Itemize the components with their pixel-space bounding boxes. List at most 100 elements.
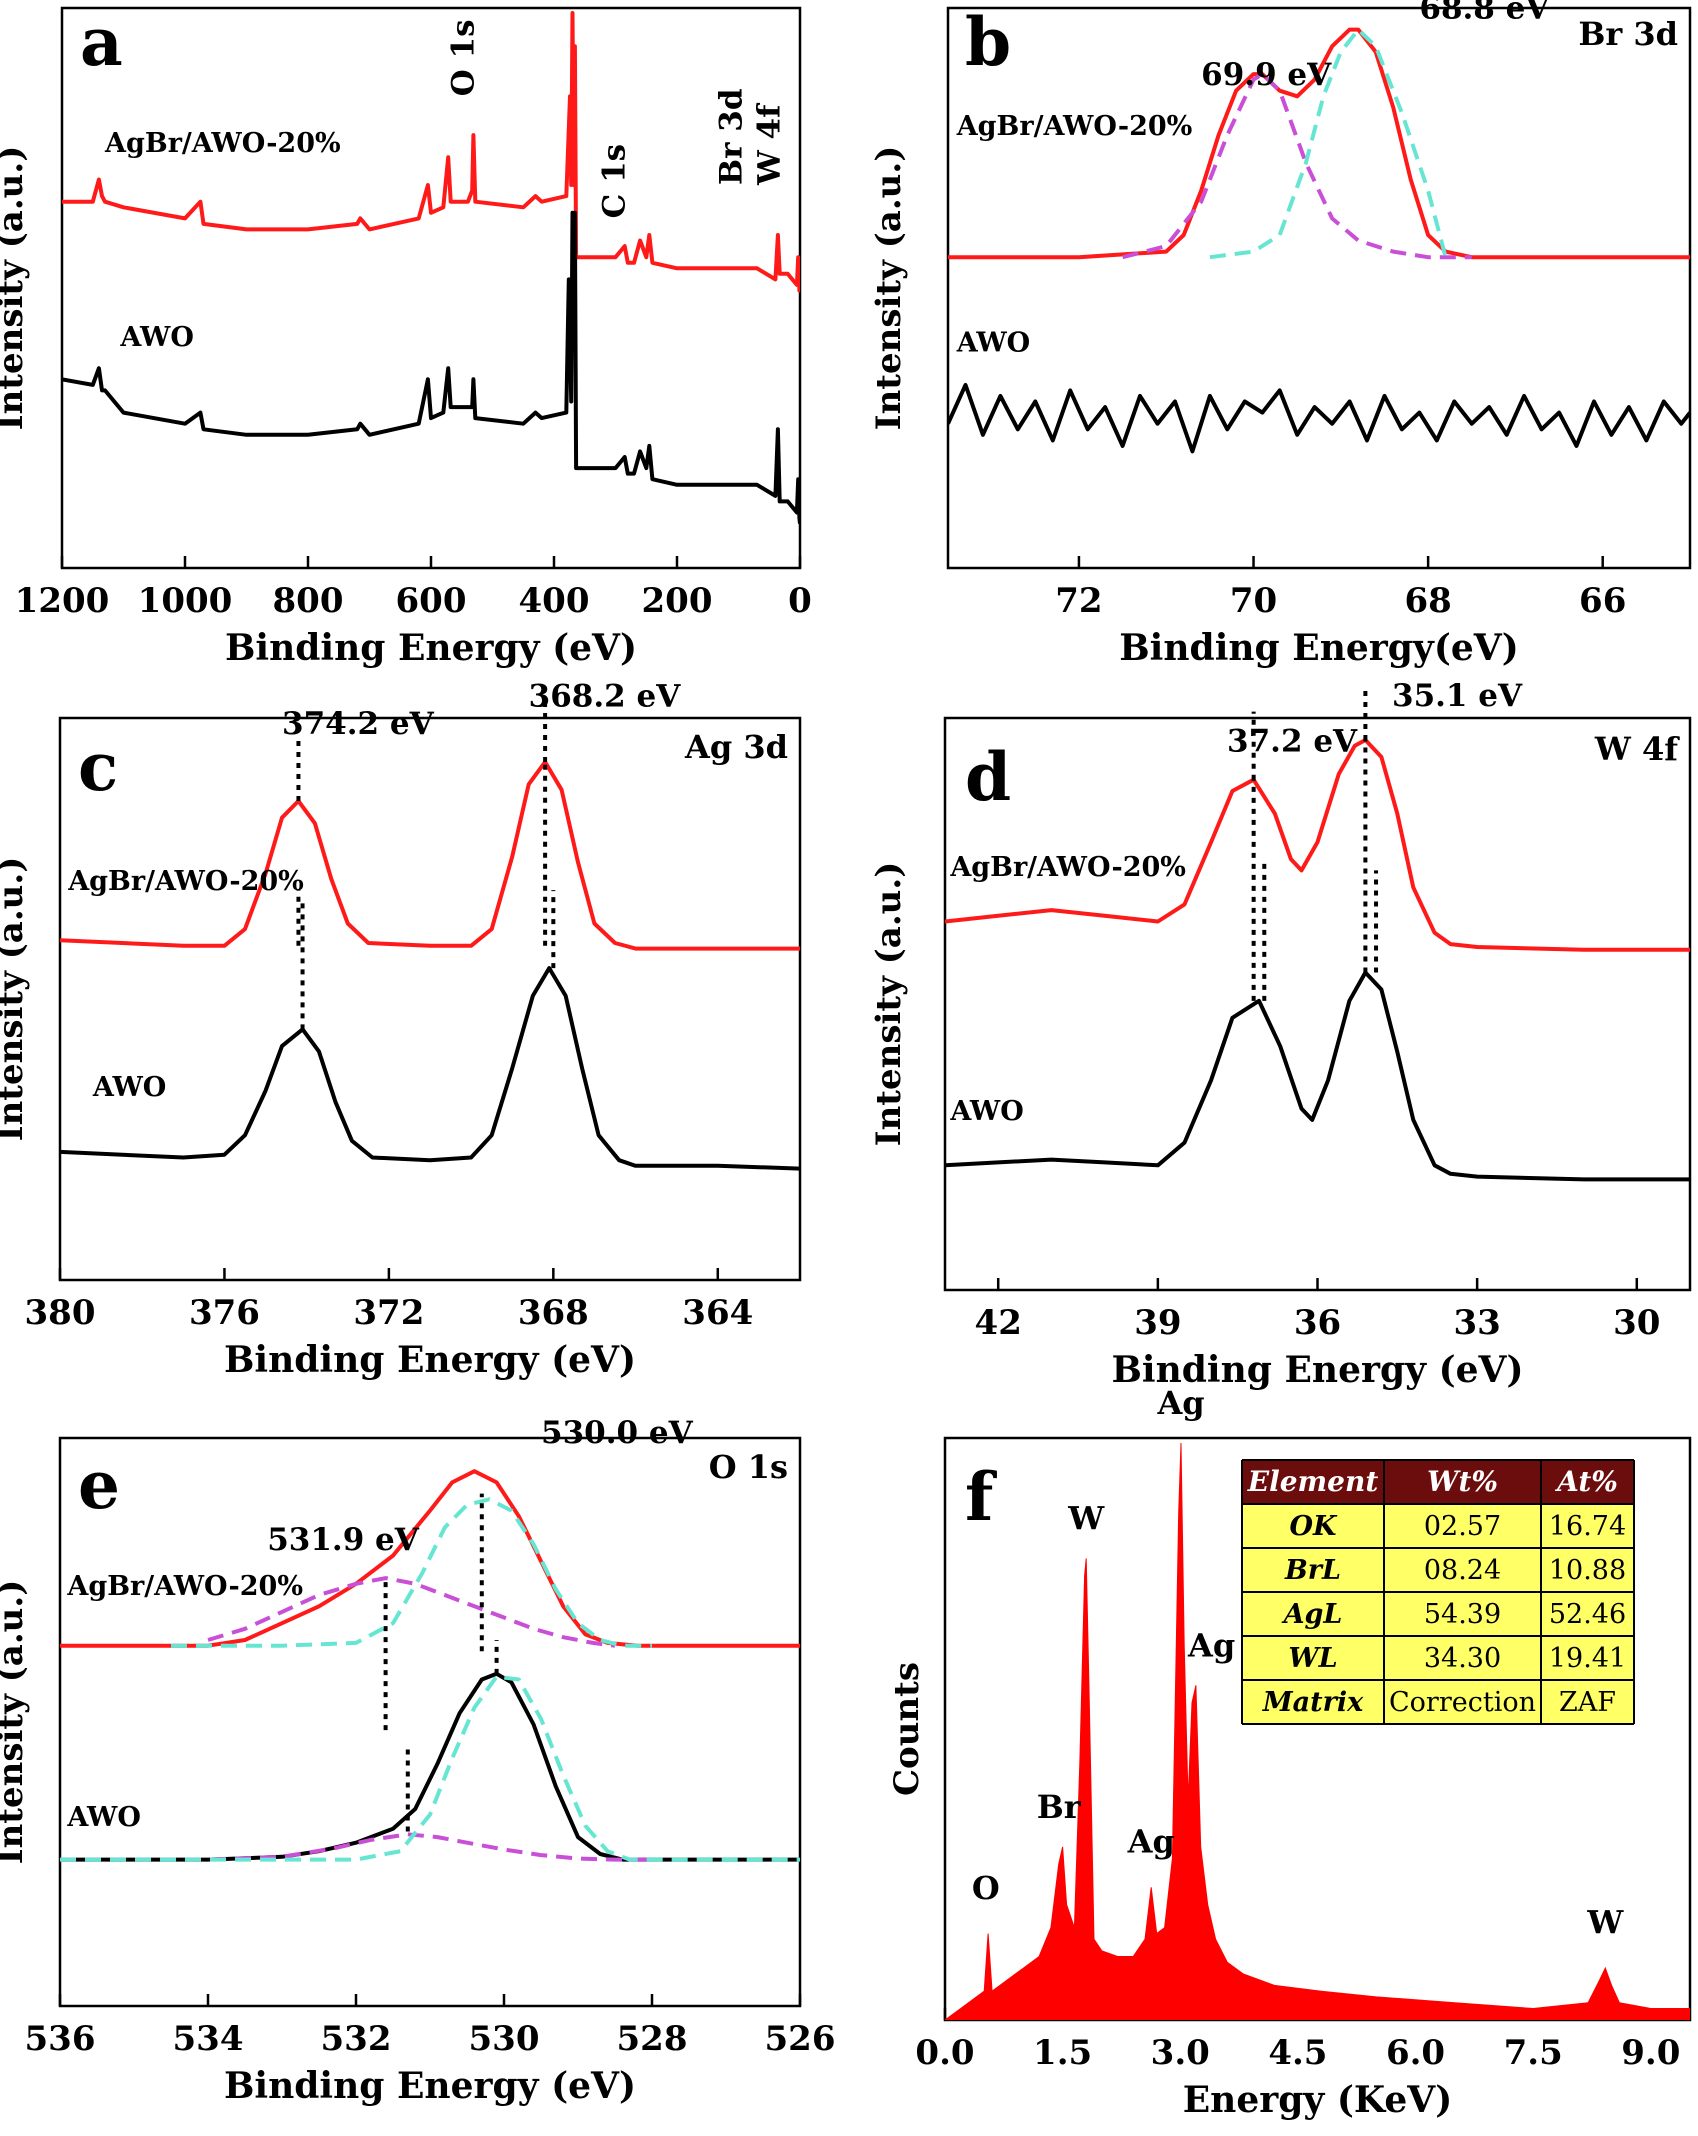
annotation: C 1s: [597, 144, 633, 219]
series-line: [171, 1497, 652, 1648]
annotation: AWO: [949, 1096, 1023, 1127]
table-cell: 19.41: [1549, 1643, 1626, 1674]
annotation: AWO: [66, 1802, 140, 1833]
annotation: W 4f: [752, 103, 788, 186]
plot-area: [948, 27, 1690, 454]
panel-label: c: [78, 728, 118, 806]
table-header-bg: [1242, 1460, 1634, 1504]
table-cell: OK: [1290, 1511, 1339, 1542]
axes-frame: [946, 6, 1692, 570]
panel-label: f: [965, 1458, 997, 1536]
x-axis-label: Energy (KeV): [1183, 2079, 1453, 2121]
plot-area: [60, 1469, 800, 1862]
element-table: Element Wt% At% OK 02.57 16.74 BrL 08.24 10.88 Ag…: [1241, 1459, 1635, 1725]
annotation: 531.9 eV: [267, 1522, 420, 1558]
x-axis-label: Binding Energy (eV): [225, 627, 637, 669]
x-tick-label: 1200: [15, 581, 110, 621]
x-tick-label: 600: [396, 581, 467, 621]
annotation: 368.2 eV: [529, 678, 682, 714]
annotation: Br: [1037, 1788, 1082, 1826]
x-tick-label: 0: [788, 581, 812, 621]
annotation: W: [1067, 1500, 1105, 1538]
x-tick-label: 536: [25, 2019, 96, 2059]
x-tick-label: 7.5: [1504, 2033, 1563, 2073]
series-line: [948, 27, 1690, 260]
x-tick-label: 364: [682, 1293, 753, 1333]
series-line: [62, 11, 800, 293]
series-line: [1209, 27, 1448, 260]
plot-area: [60, 760, 800, 1171]
y-axis-label: Intensity (a.u.): [0, 857, 31, 1142]
plot-area: [945, 1442, 1690, 2020]
axes-frame: [58, 716, 802, 1282]
x-tick-label: 33: [1453, 1303, 1500, 1343]
x-tick-label: 30: [1613, 1303, 1660, 1343]
series-line: [60, 1671, 800, 1862]
y-axis-label: Intensity (a.u.): [869, 146, 909, 431]
x-tick-label: 400: [519, 581, 590, 621]
x-tick-label: 380: [25, 1293, 96, 1333]
panel-f: 0.0 1.5 3.0 4.5 6.0 7.5 9.0 Energy (KeV) Counts f…: [887, 1384, 1692, 2121]
x-tick-label: 42: [975, 1303, 1022, 1343]
x-tick-label: 530: [469, 2019, 540, 2059]
x-tick-label: 36: [1294, 1303, 1341, 1343]
annotation: AgBr/AWO-20%: [67, 866, 304, 897]
panel-title: O 1s: [709, 1448, 788, 1486]
panel-c: 380 376 372 368 364 Binding Energy (eV) Intens…: [0, 678, 802, 1381]
plot-area: [945, 738, 1690, 1182]
x-axis-label: Binding Energy (eV): [224, 2065, 636, 2107]
series-area: [945, 1442, 1690, 2020]
table-header-cell: At%: [1554, 1465, 1618, 1498]
series-line: [60, 1832, 652, 1862]
x-tick-label: 68: [1404, 581, 1451, 621]
x-tick-label: 0.0: [915, 2033, 974, 2073]
table-cell: ZAF: [1559, 1687, 1616, 1718]
y-axis-label: Intensity (a.u.): [0, 1580, 31, 1865]
panel-b: 72 70 68 66 Binding Energy(eV) Intensity (a.u…: [869, 0, 1692, 669]
series-line: [207, 1576, 616, 1648]
annotation: 69.9 eV: [1201, 57, 1332, 93]
panel-title: W 4f: [1594, 730, 1680, 768]
x-tick-label: 70: [1230, 581, 1277, 621]
annotation: O 1s: [445, 19, 481, 96]
annotation: 37.2 eV: [1227, 723, 1358, 759]
annotation: W: [1586, 1903, 1624, 1941]
annotation: Ag: [1187, 1626, 1235, 1664]
annotation: AWO: [119, 322, 193, 353]
annotation: AgBr/AWO-20%: [104, 128, 341, 159]
table-header-cell: Wt%: [1427, 1465, 1498, 1498]
x-tick-label: 3.0: [1151, 2033, 1210, 2073]
panel-a: 1200 1000 800 600 400 200 0 Binding Energy (eV)…: [0, 3, 812, 669]
x-tick-label: 368: [518, 1293, 589, 1333]
x-axis-label: Binding Energy (eV): [224, 1339, 636, 1381]
annotation: 68.8 eV: [1419, 0, 1550, 27]
series-line: [60, 1674, 800, 1862]
annotation: Br 3d: [714, 88, 750, 185]
table-cell: 54.39: [1424, 1599, 1501, 1630]
table-cell: 02.57: [1424, 1511, 1501, 1542]
x-tick-label: 1.5: [1033, 2033, 1092, 2073]
panel-d: 42 39 36 33 30 Binding Energy (eV) Intensity (…: [869, 678, 1692, 1391]
table-cell: AgL: [1281, 1599, 1343, 1630]
x-tick-label: 526: [765, 2019, 836, 2059]
table-cell: 16.74: [1549, 1511, 1626, 1542]
panel-title: Ag 3d: [684, 728, 788, 766]
x-axis-label: Binding Energy(eV): [1119, 627, 1518, 669]
x-tick-label: 6.0: [1386, 2033, 1445, 2073]
table-cell: WL: [1288, 1643, 1337, 1674]
annotation: AgBr/AWO-20%: [949, 852, 1186, 883]
table-cell: 34.30: [1424, 1643, 1501, 1674]
series-line: [62, 210, 800, 524]
annotation: 374.2 eV: [282, 706, 435, 742]
table-cell: 08.24: [1424, 1555, 1501, 1586]
series-line: [60, 760, 800, 951]
table-cell: 10.88: [1549, 1555, 1626, 1586]
x-tick-label: 376: [189, 1293, 260, 1333]
panel-label: d: [965, 738, 1011, 816]
annotation: Ag: [1156, 1384, 1204, 1422]
table-body-bg: [1242, 1504, 1634, 1724]
x-tick-label: 9.0: [1621, 2033, 1680, 2073]
x-tick-label: 800: [273, 581, 344, 621]
x-tick-label: 66: [1579, 581, 1626, 621]
